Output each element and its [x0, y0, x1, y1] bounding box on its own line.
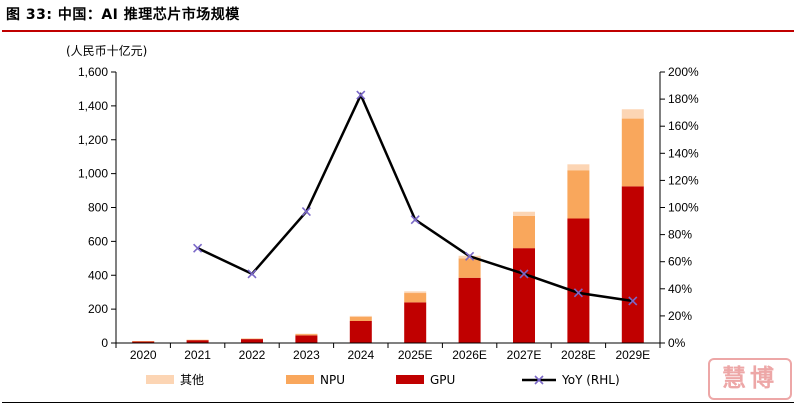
y-left-tick-label: 800 — [88, 201, 108, 215]
x-tick-label: 2026E — [452, 348, 487, 362]
bar--2029e — [621, 109, 644, 119]
y-right-tick-label: 60% — [668, 255, 692, 269]
legend-swatch-1 — [286, 375, 314, 384]
title-divider — [2, 30, 794, 32]
x-tick-label: 2022 — [239, 348, 266, 362]
legend-label: GPU — [430, 373, 455, 387]
watermark-stamp: 慧博 — [708, 358, 792, 400]
axes-group: 0 200 400 600 800 1,000 1,200 1,400 1,600 0% 20% 40… — [78, 65, 699, 362]
bar-gpu-2023 — [295, 335, 318, 343]
y-left-tick-label: 1,600 — [78, 65, 108, 79]
yoy-point-marker — [573, 288, 583, 298]
x-tick-label: 2025E — [398, 348, 433, 362]
y-right-tick-label: 200% — [668, 65, 699, 79]
y-right-tick-label: 160% — [668, 119, 699, 133]
y-left-tick-label: 600 — [88, 234, 108, 248]
y-right-tick-label: 0% — [668, 336, 686, 350]
legend-label: YoY (RHL) — [561, 373, 620, 387]
yoy-point-marker — [247, 269, 257, 279]
bar-gpu-2025e — [404, 302, 427, 343]
bar-npu-2020 — [132, 341, 155, 342]
bar-npu-2022 — [241, 338, 263, 340]
y-right-tick-label: 80% — [668, 228, 692, 242]
bars-group — [132, 109, 644, 343]
y-right-tick-label: 100% — [668, 201, 699, 215]
bar--2023 — [295, 333, 318, 335]
y-left-tick-label: 200 — [88, 302, 108, 316]
legend-label: NPU — [320, 373, 345, 387]
bar--2024 — [349, 315, 372, 317]
x-tick-label: 2027E — [507, 348, 542, 362]
y-left-tick-label: 0 — [101, 336, 108, 350]
bar-npu-2023 — [295, 334, 318, 336]
bar-gpu-2020 — [132, 341, 155, 343]
chart-title: 图 33: 中国：AI 推理芯片市场规模 — [6, 7, 240, 23]
bar-gpu-2022 — [241, 339, 263, 343]
y-left-tick-label: 1,200 — [78, 133, 108, 147]
y-right-tick-label: 140% — [668, 146, 699, 160]
bar-gpu-2024 — [349, 320, 372, 343]
yoy-line-group — [193, 90, 638, 306]
y-axis-unit-label: (人民币十亿元) — [66, 43, 147, 58]
bar-gpu-2027e — [513, 248, 535, 343]
x-tick-label: 2020 — [130, 348, 157, 362]
legend-label: 其他 — [180, 373, 204, 387]
y-right-tick-label: 20% — [668, 309, 692, 323]
bar-npu-2024 — [349, 316, 372, 321]
yoy-point-marker — [519, 269, 529, 279]
y-right-tick-label: 120% — [668, 173, 699, 187]
y-left-tick-label: 1,000 — [78, 167, 108, 181]
bar-npu-2027e — [513, 215, 535, 249]
bar-gpu-2028e — [567, 218, 590, 343]
bar-npu-2026e — [458, 258, 481, 278]
bar-npu-2029e — [621, 118, 644, 187]
legend-line-marker — [534, 375, 544, 385]
legend: 其他 NPU GPU YoY (RHL) — [146, 373, 620, 387]
x-tick-label: 2029E — [615, 348, 650, 362]
x-tick-label: 2023 — [293, 348, 320, 362]
bar--2027e — [513, 211, 535, 216]
bar-npu-2021 — [186, 339, 209, 341]
bar--2025e — [404, 291, 427, 294]
yoy-point-marker — [628, 296, 638, 306]
bar-gpu-2029e — [621, 186, 644, 343]
y-left-tick-label: 400 — [88, 268, 108, 282]
bar-npu-2028e — [567, 170, 590, 219]
yoy-point-marker — [465, 251, 475, 261]
x-tick-label: 2028E — [561, 348, 596, 362]
bar-gpu-2021 — [186, 340, 209, 343]
y-right-tick-label: 40% — [668, 282, 692, 296]
bottom-divider — [2, 402, 794, 403]
bar--2028e — [567, 164, 590, 171]
x-tick-label: 2021 — [184, 348, 211, 362]
x-tick-label: 2024 — [347, 348, 374, 362]
legend-swatch-0 — [146, 375, 174, 384]
bar-npu-2025e — [404, 293, 427, 303]
y-right-tick-label: 180% — [668, 92, 699, 106]
yoy-point-marker — [356, 90, 366, 100]
legend-swatch-2 — [396, 375, 424, 384]
bar-gpu-2026e — [458, 277, 481, 343]
yoy-point-marker — [193, 243, 203, 253]
y-left-tick-label: 1,400 — [78, 99, 108, 113]
yoy-point-marker — [410, 215, 420, 225]
yoy-point-marker — [301, 206, 311, 217]
